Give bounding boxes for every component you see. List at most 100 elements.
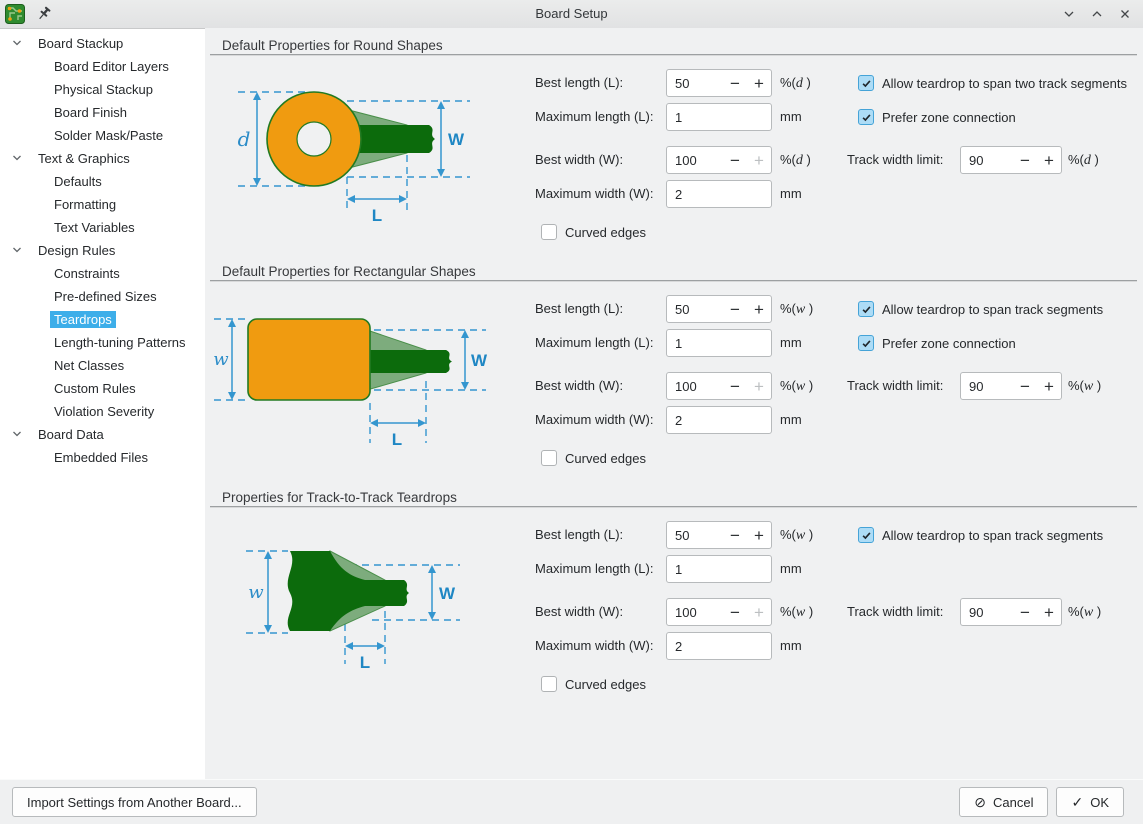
- track-width-limit-spinbox: − +: [960, 146, 1062, 174]
- best-width-spinbox: − +: [666, 598, 772, 626]
- sidebar-item-solder-mask-paste[interactable]: Solder Mask/Paste: [54, 128, 164, 143]
- chevron-down-icon[interactable]: [11, 244, 23, 259]
- sidebar-item-net-classes[interactable]: Net Classes: [54, 358, 125, 373]
- allow-span-label: Allow teardrop to span track segments: [882, 301, 1104, 317]
- track-width-limit-input[interactable]: [961, 377, 1013, 395]
- best-width-input[interactable]: [667, 603, 723, 621]
- curved-edges-checkbox[interactable]: [541, 676, 557, 692]
- sidebar-item-teardrops[interactable]: Teardrops: [0, 308, 205, 331]
- decrement-button[interactable]: −: [730, 73, 740, 93]
- chevron-down-icon[interactable]: [11, 428, 23, 443]
- close-button[interactable]: [1117, 6, 1133, 22]
- increment-button[interactable]: +: [754, 299, 764, 319]
- prefer-zone-label: Prefer zone connection: [882, 335, 1016, 351]
- max-length-input[interactable]: [666, 329, 772, 357]
- chevron-down-icon[interactable]: [11, 37, 23, 52]
- decrement-button[interactable]: −: [730, 376, 740, 396]
- decrement-button[interactable]: −: [1020, 602, 1030, 622]
- prefer-zone-checkbox-row[interactable]: Prefer zone connection: [858, 333, 1016, 353]
- settings-tree: Board Stackup Board Editor Layers Physic…: [0, 29, 205, 779]
- section-title-round: Default Properties for Round Shapes: [222, 38, 443, 53]
- decrement-button[interactable]: −: [730, 150, 740, 170]
- sidebar-item-text-graphics[interactable]: Text & Graphics: [0, 147, 205, 170]
- allow-span-checkbox[interactable]: [858, 527, 874, 543]
- increment-button[interactable]: +: [754, 376, 764, 396]
- max-width-unit: mm: [780, 412, 802, 427]
- track-width-limit-input[interactable]: [961, 151, 1013, 169]
- max-width-label: Maximum width (W):: [535, 186, 654, 201]
- increment-button[interactable]: +: [1044, 376, 1054, 396]
- increment-button[interactable]: +: [754, 602, 764, 622]
- best-width-input[interactable]: [667, 151, 723, 169]
- curved-edges-checkbox-row[interactable]: Curved edges: [541, 222, 646, 242]
- sidebar-item-board-editor-layers[interactable]: Board Editor Layers: [54, 59, 169, 74]
- prefer-zone-checkbox-row[interactable]: Prefer zone connection: [858, 107, 1016, 127]
- decrement-button[interactable]: −: [730, 299, 740, 319]
- track-width-limit-input[interactable]: [961, 603, 1013, 621]
- increment-button[interactable]: +: [1044, 602, 1054, 622]
- separator: [210, 280, 1137, 281]
- curved-edges-checkbox-row[interactable]: Curved edges: [541, 448, 646, 468]
- sidebar-item-pre-defined-sizes[interactable]: Pre-defined Sizes: [54, 289, 157, 304]
- sidebar-item-defaults[interactable]: Defaults: [54, 174, 102, 189]
- sidebar-item-length-tuning-patterns[interactable]: Length-tuning Patterns: [54, 335, 186, 350]
- max-length-input[interactable]: [666, 103, 772, 131]
- sidebar-item-embedded-files[interactable]: Embedded Files: [54, 450, 148, 465]
- max-width-input[interactable]: [666, 406, 772, 434]
- allow-span-checkbox-row[interactable]: Allow teardrop to span track segments: [858, 299, 1103, 319]
- import-settings-button[interactable]: Import Settings from Another Board...: [12, 787, 257, 817]
- curved-edges-checkbox[interactable]: [541, 224, 557, 240]
- max-length-input[interactable]: [666, 555, 772, 583]
- titlebar: Board Setup: [0, 0, 1143, 29]
- sidebar-item-violation-severity[interactable]: Violation Severity: [54, 404, 155, 419]
- cancel-button[interactable]: ⊘ Cancel: [959, 787, 1049, 817]
- allow-span-checkbox-row[interactable]: Allow teardrop to span two track segment…: [858, 73, 1127, 93]
- chevron-down-icon[interactable]: [11, 152, 23, 167]
- allow-span-checkbox[interactable]: [858, 301, 874, 317]
- increment-button[interactable]: +: [754, 73, 764, 93]
- max-width-input[interactable]: [666, 180, 772, 208]
- best-length-input[interactable]: [667, 526, 723, 544]
- curved-edges-checkbox-row[interactable]: Curved edges: [541, 674, 646, 694]
- sidebar-item-board-stackup[interactable]: Board Stackup: [0, 32, 205, 55]
- prefer-zone-checkbox[interactable]: [858, 335, 874, 351]
- allow-span-checkbox[interactable]: [858, 75, 874, 91]
- minimize-button[interactable]: [1061, 6, 1077, 22]
- max-width-input[interactable]: [666, 632, 772, 660]
- best-length-input[interactable]: [667, 300, 723, 318]
- decrement-button[interactable]: −: [730, 602, 740, 622]
- max-length-unit: mm: [780, 335, 802, 350]
- sidebar-item-board-finish[interactable]: Board Finish: [54, 105, 127, 120]
- max-length-label: Maximum length (L):: [535, 561, 654, 576]
- allow-span-checkbox-row[interactable]: Allow teardrop to span track segments: [858, 525, 1103, 545]
- dialog-footer: Import Settings from Another Board... ⊘ …: [0, 779, 1143, 824]
- best-width-unit: %(w ): [780, 378, 814, 394]
- pin-icon[interactable]: [37, 6, 53, 22]
- best-length-label: Best length (L):: [535, 301, 624, 316]
- max-length-unit: mm: [780, 561, 802, 576]
- curved-edges-checkbox[interactable]: [541, 450, 557, 466]
- pad-diameter-label: d: [238, 127, 251, 151]
- separator: [210, 54, 1137, 55]
- sidebar-item-constraints[interactable]: Constraints: [54, 266, 120, 281]
- sidebar-item-physical-stackup[interactable]: Physical Stackup: [54, 82, 153, 97]
- sidebar-item-text-variables[interactable]: Text Variables: [54, 220, 135, 235]
- sidebar-item-board-data[interactable]: Board Data: [0, 423, 205, 446]
- best-width-input[interactable]: [667, 377, 723, 395]
- decrement-button[interactable]: −: [1020, 376, 1030, 396]
- best-width-unit: %(d ): [780, 152, 811, 168]
- best-width-label: Best width (W):: [535, 378, 624, 393]
- sidebar-item-formatting[interactable]: Formatting: [54, 197, 117, 212]
- decrement-button[interactable]: −: [730, 525, 740, 545]
- best-length-input[interactable]: [667, 74, 723, 92]
- increment-button[interactable]: +: [754, 525, 764, 545]
- sidebar-item-design-rules[interactable]: Design Rules: [0, 239, 205, 262]
- increment-button[interactable]: +: [1044, 150, 1054, 170]
- decrement-button[interactable]: −: [1020, 150, 1030, 170]
- prefer-zone-checkbox[interactable]: [858, 109, 874, 125]
- maximize-button[interactable]: [1089, 6, 1105, 22]
- ok-button[interactable]: ✓ OK: [1056, 787, 1124, 817]
- sidebar-item-custom-rules[interactable]: Custom Rules: [54, 381, 136, 396]
- increment-button[interactable]: +: [754, 150, 764, 170]
- max-width-label: Maximum width (W):: [535, 638, 654, 653]
